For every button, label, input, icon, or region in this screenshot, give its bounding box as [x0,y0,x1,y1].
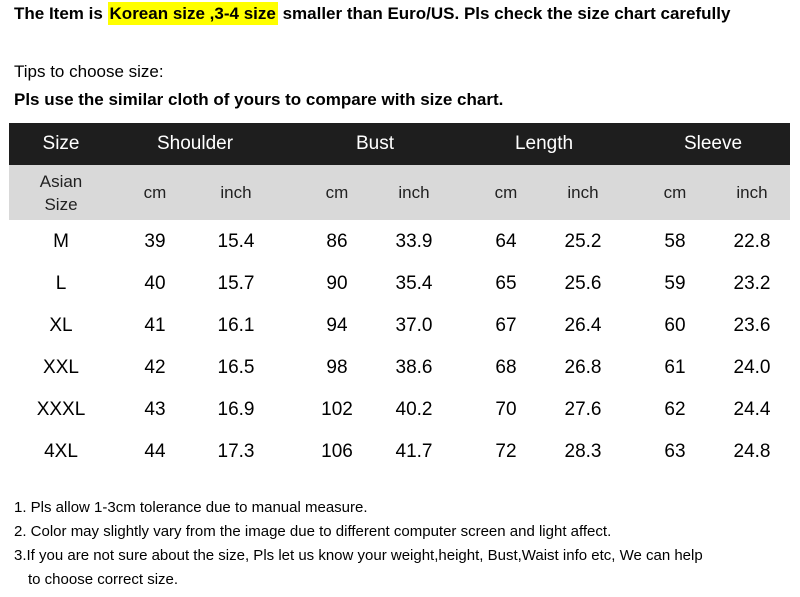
table-cell: 40 [144,273,166,294]
note-line: 3.If you are not sure about the size, Pl… [14,547,703,564]
subheader-cell: cm [325,183,349,202]
subheader-cell: inch [567,183,599,202]
table-cell: 94 [326,315,348,336]
table-cell: 61 [664,357,686,378]
table-cell: 4XL [44,441,78,462]
table-cell: 40.2 [395,399,433,420]
tips-label: Tips to choose size: [14,62,164,81]
headline: The Item is Korean size ,3-4 size smalle… [14,2,730,26]
table-cell: 24.4 [733,399,771,420]
table-cell: 26.4 [564,315,602,336]
table-cell: L [55,273,67,294]
table-cell: 58 [664,231,686,252]
table-cell: XXXL [36,399,86,420]
table-cell: 16.9 [217,399,255,420]
table-cell: 38.6 [395,357,433,378]
table-cell: 62 [664,399,686,420]
table-cell: 65 [495,273,517,294]
table-cell: 64 [495,231,517,252]
table-cell: 15.7 [217,273,255,294]
column-header: Shoulder [156,133,234,154]
table-cell: 67 [495,315,517,336]
column-header: Bust [355,133,395,154]
table-cell: 15.4 [217,231,255,252]
note-line: 2. Color may slightly vary from the imag… [14,523,612,540]
table-cell: 23.2 [733,273,771,294]
table-cell: 44 [144,441,166,462]
table-cell: 28.3 [564,441,602,462]
column-header: Sleeve [683,133,743,154]
table-cell: M [53,231,69,252]
table-cell: 90 [326,273,348,294]
table-cell: 17.3 [217,441,255,462]
table-cell: 59 [664,273,686,294]
table-cell: 98 [326,357,348,378]
table-cell: 25.2 [564,231,602,252]
table-subheader-bg [9,165,790,220]
subheader-cell: Asian Size [39,172,83,214]
note-line: to choose correct size. [28,571,179,588]
headline-highlight: Korean size ,3-4 size [107,2,278,25]
table-cell: 41.7 [395,441,433,462]
table-header-bg [9,123,790,165]
table-cell: 86 [326,231,348,252]
subheader-cell: inch [398,183,430,202]
table-cell: 106 [321,441,353,462]
subheader-cell: inch [220,183,252,202]
subheader-cell: inch [736,183,768,202]
note-line: 1. Pls allow 1-3cm tolerance due to manu… [14,499,368,516]
headline-suffix: smaller than Euro/US. Pls check the size… [277,4,731,23]
subheader-cell: cm [663,183,687,202]
table-cell: XXL [43,357,79,378]
table-cell: 35.4 [395,273,433,294]
table-cell: 60 [664,315,686,336]
column-header: Length [514,133,574,154]
column-header: Size [42,133,80,154]
headline-prefix: The Item is [14,4,108,23]
table-cell: 70 [495,399,517,420]
subheader-cell: cm [143,183,167,202]
table-cell: 23.6 [733,315,771,336]
subheader-cell: cm [494,183,518,202]
table-cell: 27.6 [564,399,602,420]
table-cell: 22.8 [733,231,771,252]
table-cell: 16.5 [217,357,255,378]
table-cell: 41 [144,315,166,336]
table-cell: 25.6 [564,273,602,294]
table-cell: 33.9 [395,231,433,252]
table-cell: 43 [144,399,166,420]
table-cell: 72 [495,441,517,462]
table-cell: 16.1 [217,315,255,336]
table-cell: 42 [144,357,166,378]
table-cell: 24.0 [733,357,771,378]
table-cell: XL [49,315,73,336]
table-cell: 68 [495,357,517,378]
table-cell: 39 [144,231,166,252]
tips-instruction: Pls use the similar cloth of yours to co… [14,90,504,109]
table-cell: 102 [321,399,353,420]
table-cell: 63 [664,441,686,462]
table-cell: 24.8 [733,441,771,462]
table-cell: 26.8 [564,357,602,378]
table-cell: 37.0 [395,315,433,336]
